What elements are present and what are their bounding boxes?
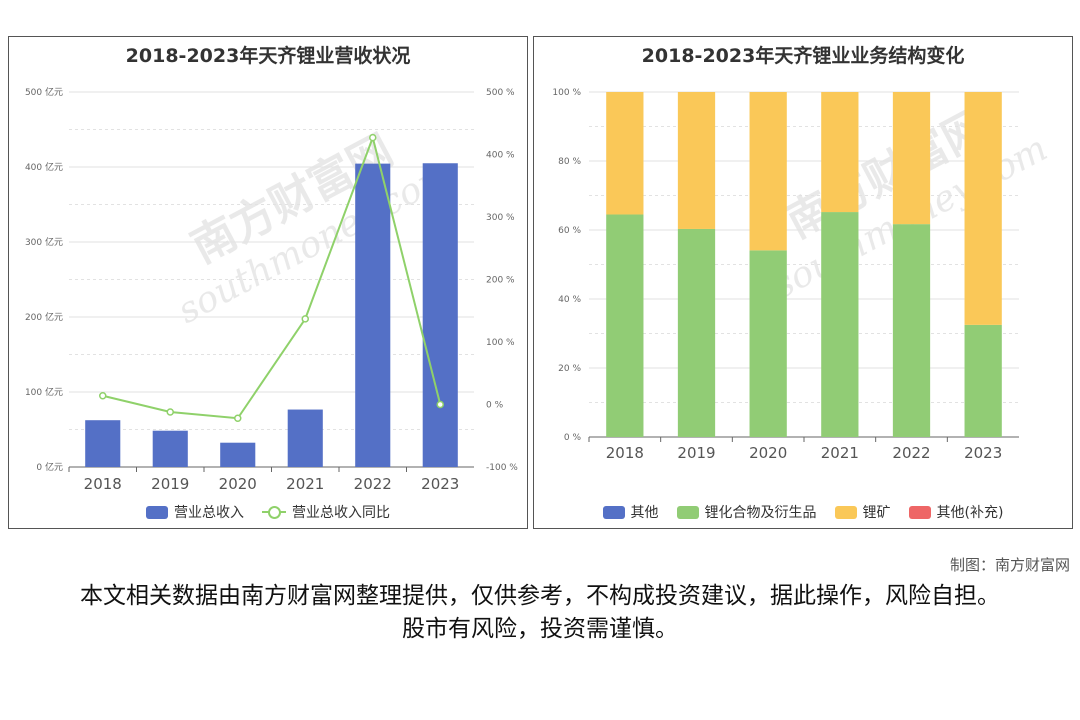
y-tick-label: 80 % bbox=[558, 157, 581, 167]
legend-item-revenue[interactable]: 营业总收入 bbox=[146, 502, 244, 522]
legend-label-revenue-yoy: 营业总收入同比 bbox=[292, 505, 390, 521]
revenue-yoy-point bbox=[234, 414, 242, 422]
revenue-yoy-point bbox=[369, 133, 377, 142]
source-note: 制图：南方财富网 bbox=[949, 556, 1070, 574]
revenue-yoy-point bbox=[301, 315, 309, 323]
y-right-tick-label: -100 % bbox=[486, 463, 518, 473]
structure-chart-legend: 其他 锂化合物及衍生品 锂矿 其他(补充) bbox=[534, 502, 1072, 522]
x-tick-label: 2019 bbox=[677, 444, 715, 462]
structure-bar-segment bbox=[964, 324, 1002, 437]
structure-bar-segment bbox=[821, 212, 859, 437]
x-tick-label: 2022 bbox=[892, 444, 930, 462]
legend-swatch-revenue-yoy bbox=[262, 505, 286, 519]
revenue-bar bbox=[85, 420, 121, 467]
legend-label-other-supplement: 其他(补充) bbox=[936, 505, 1004, 521]
revenue-bar bbox=[152, 430, 188, 467]
legend-swatch-other bbox=[602, 505, 625, 519]
y-left-tick-label: 0 亿元 bbox=[36, 461, 63, 473]
revenue-bar bbox=[422, 163, 458, 467]
y-tick-label: 60 % bbox=[558, 226, 581, 236]
legend-item-revenue-yoy[interactable]: 营业总收入同比 bbox=[262, 502, 390, 522]
revenue-bar bbox=[287, 409, 323, 467]
y-right-tick-label: 400 % bbox=[486, 151, 515, 161]
y-left-tick-label: 200 亿元 bbox=[25, 311, 63, 323]
legend-label-other: 其他 bbox=[630, 505, 659, 521]
structure-chart-panel: 2018-2023年天齐锂业业务结构变化 南方财富网southmoney.com… bbox=[533, 36, 1073, 529]
y-tick-label: 0 % bbox=[564, 433, 582, 443]
y-left-tick-label: 500 亿元 bbox=[25, 86, 63, 98]
legend-item-other-supplement[interactable]: 其他(补充) bbox=[908, 502, 1004, 522]
revenue-yoy-point bbox=[99, 392, 107, 400]
legend-item-lithium-compounds[interactable]: 锂化合物及衍生品 bbox=[676, 502, 817, 522]
y-right-tick-label: 500 % bbox=[486, 88, 515, 98]
y-right-tick-label: 0 % bbox=[486, 401, 504, 411]
structure-bar-segment bbox=[964, 92, 1002, 325]
legend-swatch-revenue bbox=[146, 505, 168, 519]
y-left-tick-label: 100 亿元 bbox=[25, 386, 63, 398]
x-tick-label: 2018 bbox=[606, 444, 644, 462]
y-right-tick-label: 200 % bbox=[486, 276, 515, 286]
revenue-yoy-point bbox=[436, 400, 444, 409]
structure-bar-segment bbox=[606, 92, 644, 215]
x-tick-label: 2020 bbox=[749, 444, 787, 462]
structure-bar-segment bbox=[892, 92, 931, 225]
structure-bar-segment bbox=[821, 92, 859, 213]
x-tick-label: 2021 bbox=[821, 444, 859, 462]
y-tick-label: 20 % bbox=[558, 364, 581, 374]
revenue-bar bbox=[355, 163, 391, 467]
y-left-tick-label: 300 亿元 bbox=[25, 236, 63, 248]
legend-label-revenue: 营业总收入 bbox=[174, 505, 244, 521]
structure-bar-segment bbox=[677, 92, 716, 229]
legend-item-lithium-ore[interactable]: 锂矿 bbox=[834, 502, 891, 522]
x-tick-label: 2019 bbox=[151, 475, 189, 493]
structure-chart-title: 2018-2023年天齐锂业业务结构变化 bbox=[641, 45, 965, 67]
x-tick-label: 2022 bbox=[354, 475, 392, 493]
legend-label-lithium-ore: 锂矿 bbox=[862, 505, 891, 521]
x-tick-label: 2021 bbox=[286, 475, 324, 493]
x-tick-label: 2023 bbox=[421, 475, 459, 493]
y-right-tick-label: 300 % bbox=[486, 213, 515, 223]
y-tick-label: 100 % bbox=[552, 88, 581, 98]
revenue-chart-legend: 营业总收入 营业总收入同比 bbox=[9, 502, 527, 522]
structure-bar-segment bbox=[677, 228, 716, 437]
y-tick-label: 40 % bbox=[558, 295, 581, 305]
revenue-chart-panel: 2018-2023年天齐锂业营收状况 南方财富网 southmoney.com 0 … bbox=[8, 36, 528, 529]
disclaimer-text: 本文相关数据由南方财富网整理提供，仅供参考，不构成投资建议，据此操作，风险自担。… bbox=[80, 583, 1000, 642]
x-tick-label: 2020 bbox=[219, 475, 257, 493]
revenue-chart-title: 2018-2023年天齐锂业营收状况 bbox=[125, 45, 411, 67]
legend-item-other[interactable]: 其他 bbox=[602, 502, 659, 522]
x-tick-label: 2018 bbox=[84, 475, 122, 493]
structure-bar-segment bbox=[606, 214, 644, 437]
legend-swatch-other-supplement bbox=[908, 505, 931, 519]
revenue-yoy-line bbox=[102, 134, 442, 420]
y-right-tick-label: 100 % bbox=[486, 338, 515, 348]
x-tick-label: 2023 bbox=[964, 444, 1002, 462]
y-left-tick-label: 400 亿元 bbox=[25, 161, 63, 173]
structure-bar-segment bbox=[892, 224, 931, 437]
revenue-bar bbox=[220, 442, 256, 467]
legend-swatch-lithium-compounds bbox=[676, 505, 699, 519]
legend-swatch-lithium-ore bbox=[834, 505, 857, 519]
structure-bar-segment bbox=[749, 92, 787, 251]
legend-label-lithium-compounds: 锂化合物及衍生品 bbox=[704, 505, 817, 521]
structure-bar-segment bbox=[749, 250, 787, 437]
revenue-yoy-point bbox=[166, 408, 174, 416]
